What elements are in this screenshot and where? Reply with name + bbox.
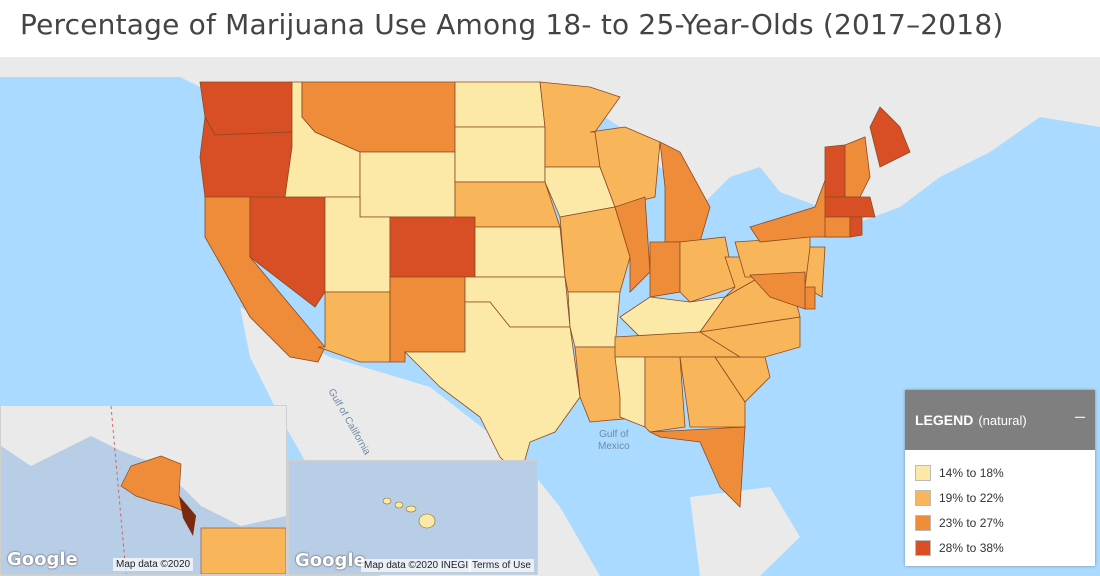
state-NH[interactable] (844, 136, 871, 198)
state-WA[interactable] (199, 81, 293, 136)
state-NJ[interactable] (804, 246, 826, 298)
legend-swatch (915, 489, 931, 506)
state-PA[interactable] (734, 236, 811, 278)
state-ME[interactable] (869, 106, 911, 168)
terms-of-use-link[interactable]: Terms of Use (469, 559, 534, 572)
legend-label: 14% to 18% (939, 465, 1004, 480)
map-data-attribution: Map data ©2020 (113, 558, 194, 571)
legend-panel: LEGEND (natural) – 14% to 18% 19% to 22%… (905, 390, 1095, 566)
minimize-icon[interactable]: – (1074, 406, 1085, 426)
state-SD[interactable] (454, 126, 546, 183)
gulf-of-mexico-label: Gulf of Mexico (598, 429, 630, 453)
state-DE[interactable] (804, 286, 816, 310)
mini-us-map (200, 527, 286, 574)
google-logo[interactable]: Google (7, 549, 78, 570)
state-IL[interactable] (614, 196, 651, 293)
legend-label: 23% to 27% (939, 515, 1004, 530)
legend-swatch (915, 539, 931, 556)
legend-item: 14% to 18% (905, 460, 1095, 485)
yucatan-land (690, 487, 800, 576)
hawaii-island-maui (405, 505, 417, 513)
legend-subtitle: (natural) (978, 412, 1027, 428)
legend-item: 19% to 22% (905, 485, 1095, 510)
legend-item: 23% to 27% (905, 510, 1095, 535)
state-MA[interactable] (824, 196, 876, 218)
state-ND[interactable] (454, 81, 546, 128)
inset-land (1, 406, 286, 526)
state-MD[interactable] (749, 271, 806, 310)
state-RI[interactable] (849, 216, 863, 238)
state-WY[interactable] (359, 151, 456, 218)
state-MS[interactable] (614, 356, 646, 428)
legend-swatch (915, 514, 931, 531)
state-CO[interactable] (389, 216, 476, 278)
hawaii-inset[interactable]: Google Map data ©2020 INEGI Terms of Use (288, 460, 538, 575)
legend-title: LEGEND (915, 412, 974, 428)
legend-label: 19% to 22% (939, 490, 1004, 505)
page-title: Percentage of Marijuana Use Among 18- to… (20, 8, 1004, 41)
google-logo-2[interactable]: Google (295, 550, 366, 571)
us-states (199, 81, 911, 508)
gulf-of-mexico-line2: Mexico (598, 441, 630, 452)
state-OH[interactable] (679, 236, 736, 303)
map-data-attribution-2: Map data ©2020 INEGI (361, 559, 472, 572)
state-VT[interactable] (824, 144, 846, 198)
state-CT[interactable] (824, 216, 851, 238)
hawaii-island-oahu (394, 501, 404, 509)
legend-swatch (915, 464, 931, 481)
state-KS[interactable] (474, 226, 566, 278)
alaska-inset[interactable]: Google Map data ©2020 (0, 405, 287, 575)
hawaii-island-big (418, 513, 436, 529)
hawaii-island-kauai (382, 497, 392, 505)
legend-item: 28% to 38% (905, 535, 1095, 560)
state-AR[interactable] (567, 291, 621, 348)
alaska-inset-canvas (1, 406, 286, 574)
state-AL[interactable] (644, 356, 686, 433)
state-NM[interactable] (389, 276, 466, 363)
state-FL[interactable] (648, 426, 746, 508)
hawaii-inset-canvas (382, 497, 436, 529)
state-AZ[interactable] (317, 291, 391, 363)
ak-panhandle (179, 496, 196, 536)
state-GA[interactable] (679, 356, 746, 428)
legend-header[interactable]: LEGEND (natural) – (905, 390, 1095, 450)
state-IN[interactable] (649, 241, 681, 298)
legend-label: 28% to 38% (939, 540, 1004, 555)
gulf-of-mexico-line1: Gulf of (599, 429, 629, 440)
